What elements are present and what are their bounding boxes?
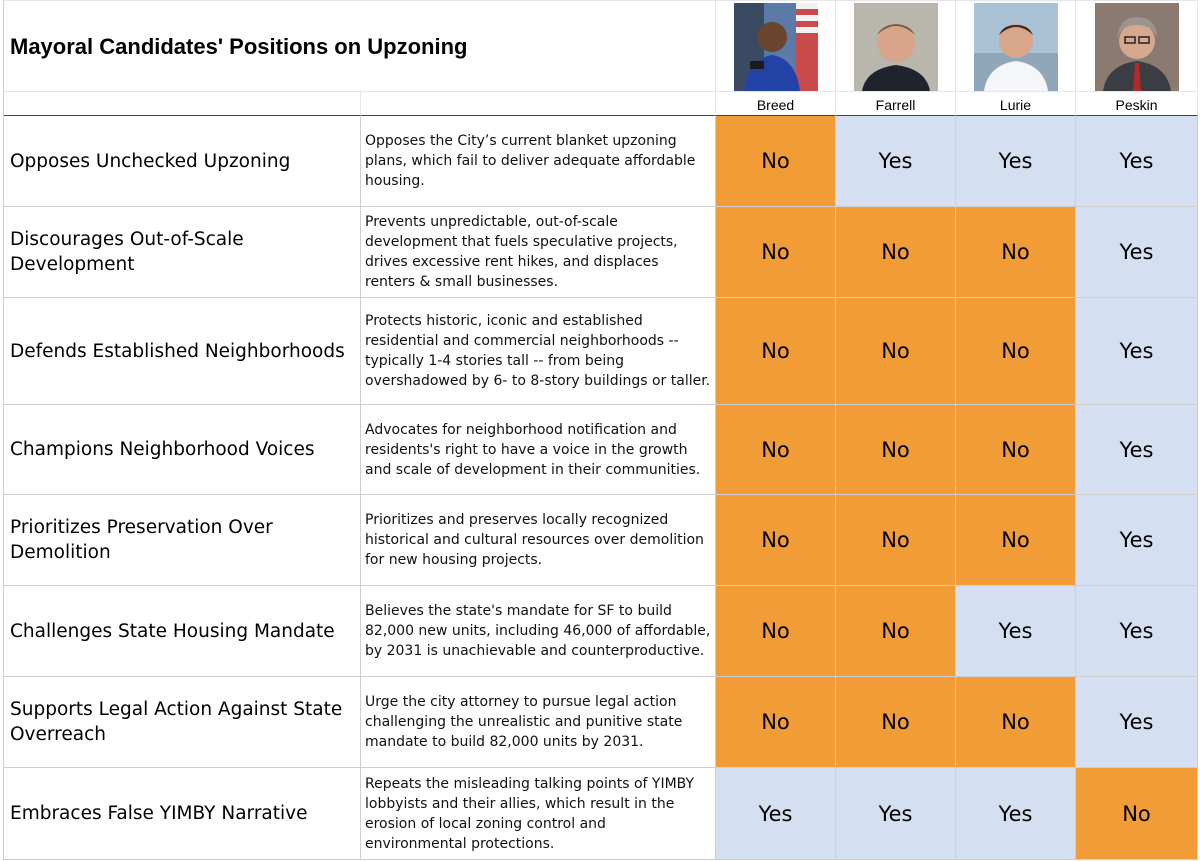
position-label: Discourages Out-of-Scale Development bbox=[4, 207, 361, 298]
answer-cell: Yes bbox=[1076, 207, 1198, 298]
position-label: Defends Established Neighborhoods bbox=[4, 298, 361, 405]
candidate-name: Lurie bbox=[956, 92, 1076, 116]
position-description: Advocates for neighborhood notification … bbox=[361, 405, 716, 495]
answer-cell: No bbox=[716, 207, 836, 298]
position-label: Prioritizes Preservation Over Demolition bbox=[4, 495, 361, 586]
position-description: Urge the city attorney to pursue legal a… bbox=[361, 677, 716, 768]
position-description: Repeats the misleading talking points of… bbox=[361, 768, 716, 860]
answer-cell: Yes bbox=[836, 768, 956, 860]
answer-cell: Yes bbox=[956, 768, 1076, 860]
candidate-photo-farrell bbox=[853, 3, 938, 91]
header-spacer bbox=[361, 92, 716, 116]
candidate-photo-peskin bbox=[1094, 3, 1179, 91]
answer-cell: No bbox=[716, 677, 836, 768]
position-description: Protects historic, iconic and establishe… bbox=[361, 298, 716, 405]
position-description: Believes the state's mandate for SF to b… bbox=[361, 586, 716, 677]
answer-cell: Yes bbox=[1076, 495, 1198, 586]
answer-cell: No bbox=[836, 298, 956, 405]
answer-cell: Yes bbox=[1076, 586, 1198, 677]
position-label: Challenges State Housing Mandate bbox=[4, 586, 361, 677]
candidate-name: Breed bbox=[716, 92, 836, 116]
answer-cell: No bbox=[836, 207, 956, 298]
header-spacer bbox=[4, 92, 361, 116]
position-description: Opposes the City’s current blanket upzon… bbox=[361, 116, 716, 207]
answer-cell: No bbox=[716, 495, 836, 586]
candidate-photo-cell bbox=[716, 1, 836, 92]
answer-cell: No bbox=[836, 405, 956, 495]
position-description: Prevents unpredictable, out-of-scale dev… bbox=[361, 207, 716, 298]
answer-cell: No bbox=[836, 586, 956, 677]
table-title: Mayoral Candidates' Positions on Upzonin… bbox=[4, 1, 716, 92]
answer-cell: No bbox=[1076, 768, 1198, 860]
candidate-photo-cell bbox=[1076, 1, 1198, 92]
candidate-name: Farrell bbox=[836, 92, 956, 116]
answer-cell: No bbox=[956, 495, 1076, 586]
answer-cell: Yes bbox=[1076, 677, 1198, 768]
answer-cell: No bbox=[956, 207, 1076, 298]
position-label: Opposes Unchecked Upzoning bbox=[4, 116, 361, 207]
candidate-name: Peskin bbox=[1076, 92, 1198, 116]
position-label: Champions Neighborhood Voices bbox=[4, 405, 361, 495]
position-description: Prioritizes and preserves locally recogn… bbox=[361, 495, 716, 586]
answer-cell: No bbox=[956, 405, 1076, 495]
answer-cell: Yes bbox=[956, 586, 1076, 677]
answer-cell: Yes bbox=[956, 116, 1076, 207]
candidate-photo-lurie bbox=[973, 3, 1058, 91]
answer-cell: No bbox=[956, 298, 1076, 405]
answer-cell: Yes bbox=[1076, 116, 1198, 207]
answer-cell: No bbox=[716, 586, 836, 677]
candidate-photo-cell bbox=[836, 1, 956, 92]
answer-cell: No bbox=[716, 298, 836, 405]
answer-cell: No bbox=[716, 116, 836, 207]
answer-cell: Yes bbox=[1076, 298, 1198, 405]
position-label: Embraces False YIMBY Narrative bbox=[4, 768, 361, 860]
answer-cell: No bbox=[836, 495, 956, 586]
position-label: Supports Legal Action Against State Over… bbox=[4, 677, 361, 768]
candidate-photo-breed bbox=[733, 3, 818, 91]
answer-cell: No bbox=[956, 677, 1076, 768]
candidate-photo-cell bbox=[956, 1, 1076, 92]
answer-cell: No bbox=[716, 405, 836, 495]
answer-cell: Yes bbox=[716, 768, 836, 860]
answer-cell: Yes bbox=[1076, 405, 1198, 495]
answer-cell: Yes bbox=[836, 116, 956, 207]
answer-cell: No bbox=[836, 677, 956, 768]
positions-table: Mayoral Candidates' Positions on Upzonin… bbox=[3, 0, 1198, 860]
